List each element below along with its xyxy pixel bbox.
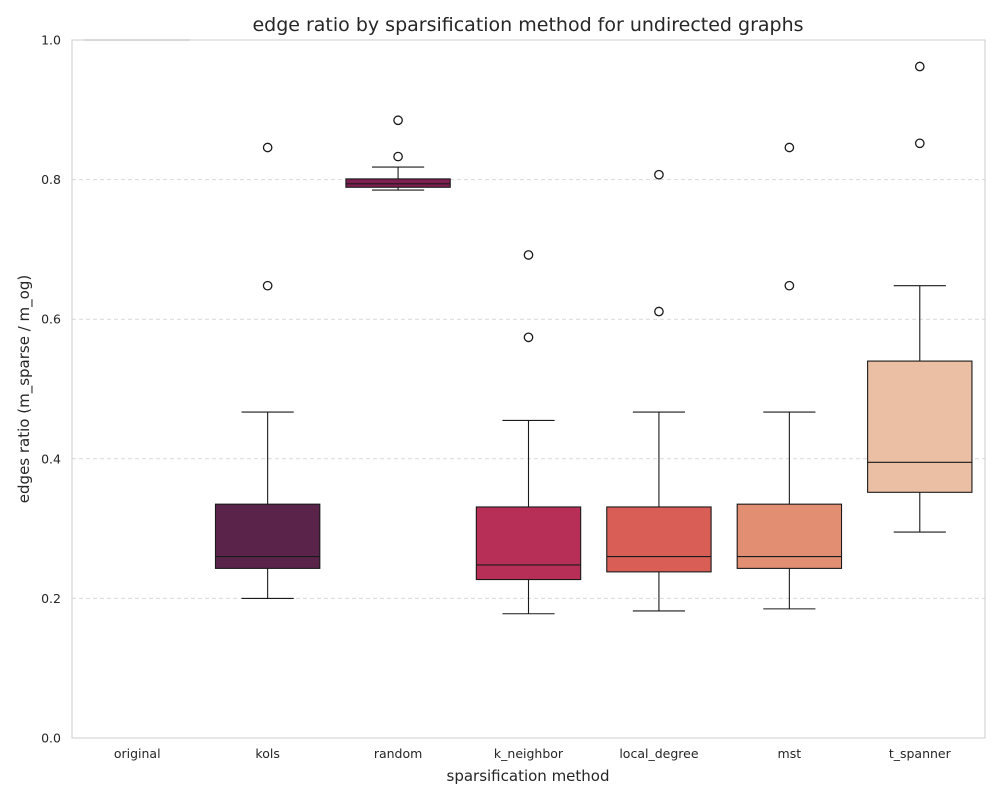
outlier-point	[914, 61, 925, 72]
y-tick-labels: 0.0 0.2 0.4 0.6 0.8 1.0	[41, 33, 61, 746]
y-tick-label: 0.2	[41, 591, 61, 606]
outlier-point	[393, 151, 403, 162]
outlier-point	[784, 142, 795, 153]
box-mst	[736, 142, 843, 610]
outlier-point	[784, 280, 795, 291]
outlier-point	[262, 280, 273, 291]
box-body	[345, 178, 451, 188]
outlier-point	[914, 138, 925, 149]
x-tick-label: original	[114, 746, 161, 761]
box-kols	[214, 142, 321, 599]
x-tick-label: kols	[255, 746, 279, 761]
box-body	[867, 360, 973, 493]
outlier-point	[393, 115, 403, 126]
chart-title: edge ratio by sparsification method for …	[252, 14, 803, 36]
y-axis-label: edges ratio (m_sparse / m_og)	[15, 275, 34, 503]
y-tick-label: 0.4	[41, 451, 61, 466]
outlier-point	[523, 250, 534, 260]
outlier-point	[654, 169, 664, 180]
x-tick-label: k_neighbor	[494, 746, 564, 761]
x-tick-labels: original kols random k_neighbor local_degree…	[114, 746, 952, 761]
x-tick-label: t_spanner	[889, 746, 952, 761]
boxes	[84, 39, 973, 615]
x-tick-label: mst	[778, 746, 802, 761]
x-tick-label: random	[374, 746, 422, 761]
box-random	[345, 115, 451, 191]
outlier-point	[654, 306, 664, 317]
y-tick-label: 0.6	[41, 312, 61, 327]
box-t_spanner	[867, 61, 973, 533]
outlier-point	[262, 142, 273, 153]
box-body	[475, 506, 582, 581]
y-tick-label: 1.0	[41, 33, 61, 48]
box-body	[606, 506, 712, 573]
plot-frame	[71, 39, 986, 739]
box-k_neighbor	[475, 250, 582, 615]
box-local_degree	[606, 169, 712, 612]
y-tick-label: 0.8	[41, 172, 61, 187]
outlier-point	[523, 332, 534, 343]
box-body	[214, 503, 321, 569]
x-axis-label: sparsification method	[447, 767, 610, 785]
box-body	[736, 503, 843, 569]
x-tick-label: local_degree	[619, 746, 698, 761]
y-tick-label: 0.0	[41, 731, 61, 746]
